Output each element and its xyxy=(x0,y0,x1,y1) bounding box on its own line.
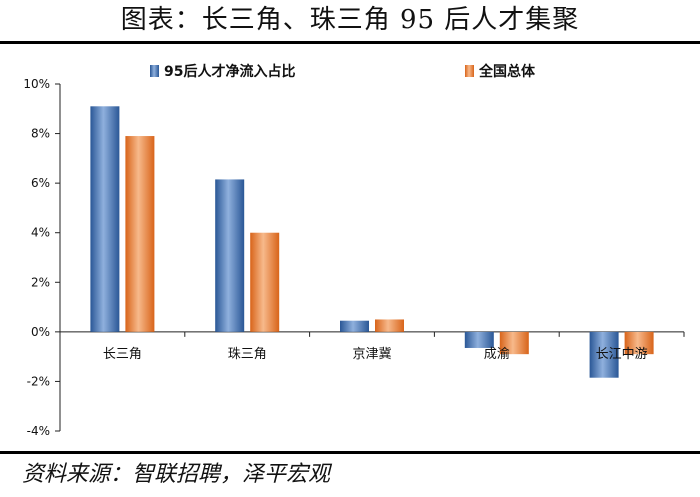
y-tick-label: 10% xyxy=(23,77,50,91)
y-tick-label: 8% xyxy=(31,127,50,141)
chart-title: 图表：长三角、珠三角 95 后人才集聚 xyxy=(120,5,580,35)
bar-series-1-1 xyxy=(215,179,245,332)
legend-swatch-2 xyxy=(465,65,474,77)
bottom-divider xyxy=(0,451,700,454)
y-tick-label: 0% xyxy=(31,325,50,339)
top-divider xyxy=(0,41,700,44)
bar-series-1-2 xyxy=(340,320,369,332)
bars xyxy=(90,106,654,378)
y-tick-label: -2% xyxy=(27,374,50,388)
category-labels: 长三角 珠三角 京津冀 成渝 长江中游 xyxy=(103,346,648,362)
bar-series-1-4 xyxy=(589,331,619,378)
y-tick-label: 6% xyxy=(31,176,50,190)
source-note: 资料来源：智联招聘，泽平宏观 xyxy=(22,462,331,487)
x-category-label: 成渝 xyxy=(484,346,510,362)
x-category-label: 珠三角 xyxy=(228,347,267,362)
bar-series-2-0 xyxy=(125,136,155,332)
legend: 95后人才净流入占比 全国总体 xyxy=(150,63,536,80)
legend-label-2: 全国总体 xyxy=(478,63,536,80)
x-category-label: 长江中游 xyxy=(596,347,648,362)
legend-swatch-1 xyxy=(150,65,159,77)
bar-chart: 95后人才净流入占比 全国总体 -4% -2% 0% 2% 4% 6% 8% 10% 长三角 珠三… xyxy=(23,63,685,438)
bar-series-2-2 xyxy=(375,319,404,332)
x-category-label: 长三角 xyxy=(103,347,142,362)
bar-series-2-1 xyxy=(250,232,280,332)
axes: -4% -2% 0% 2% 4% 6% 8% 10% xyxy=(23,77,685,438)
bar-series-2-3 xyxy=(499,331,529,355)
x-category-label: 京津冀 xyxy=(352,346,391,362)
y-tick-label: 2% xyxy=(31,275,50,289)
y-tick-label: 4% xyxy=(31,226,50,240)
bar-series-1-3 xyxy=(464,331,494,348)
y-tick-label: -4% xyxy=(27,424,50,438)
legend-label-1: 95后人才净流入占比 xyxy=(164,63,295,80)
bar-series-1-0 xyxy=(90,106,120,332)
bar-series-2-4 xyxy=(624,331,654,355)
